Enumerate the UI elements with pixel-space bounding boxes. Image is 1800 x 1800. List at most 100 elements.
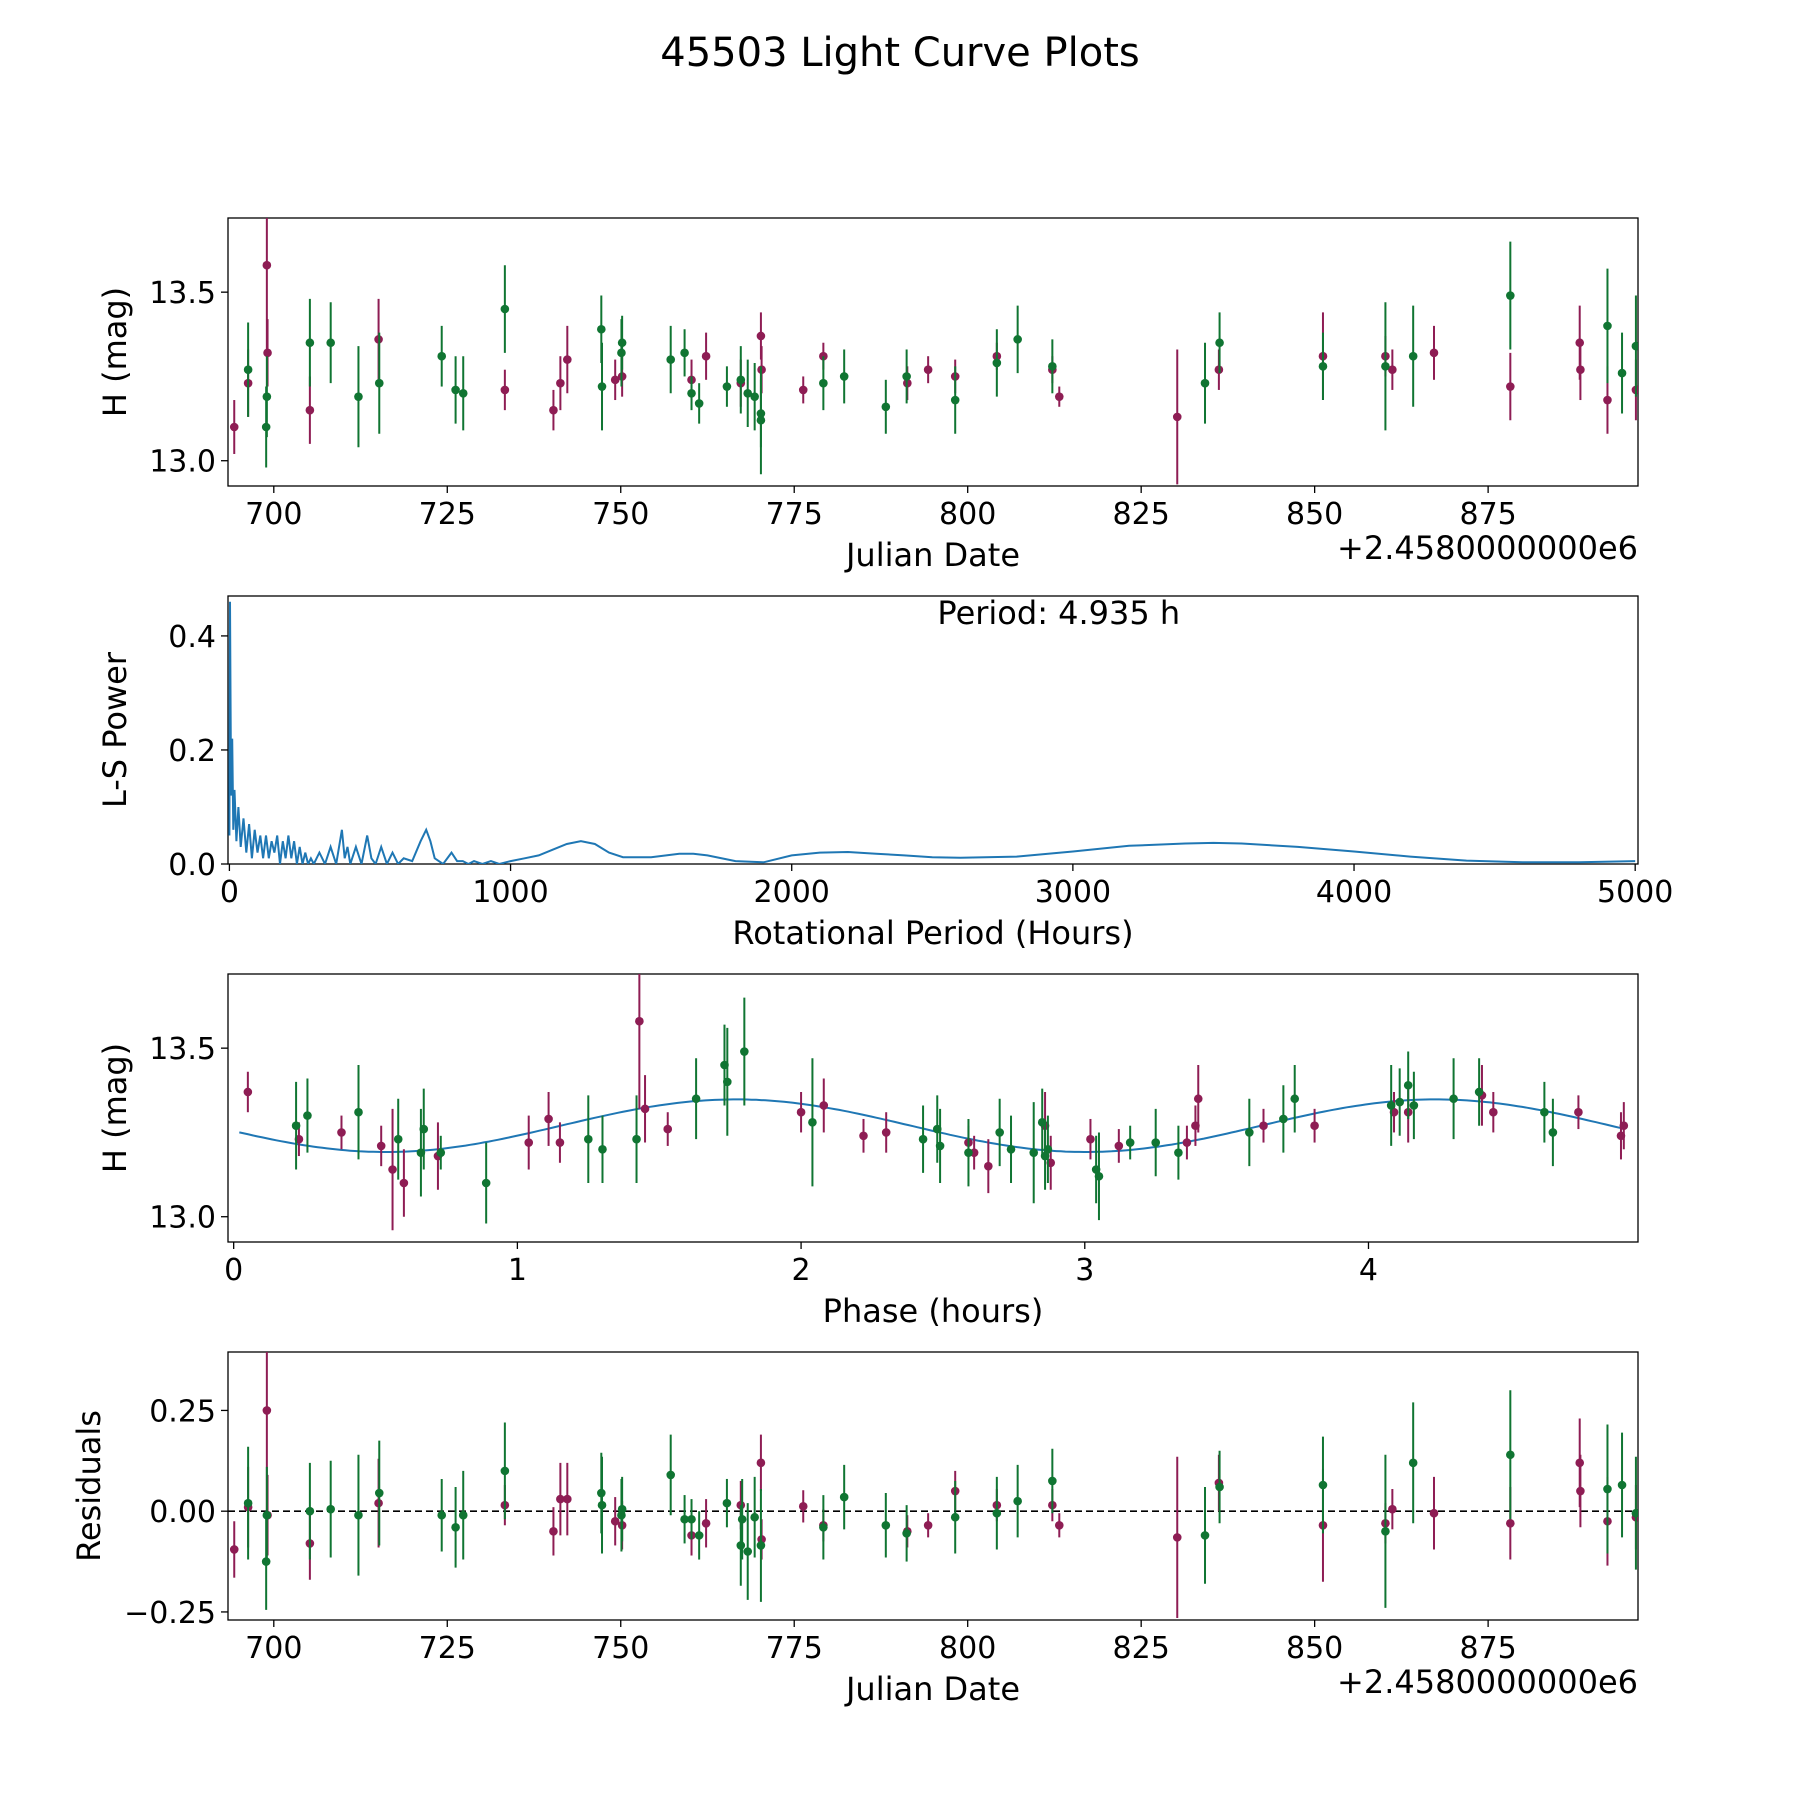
x-axis-label: Julian Date — [844, 1670, 1020, 1708]
data-point — [723, 1077, 732, 1087]
plot-area — [228, 1352, 1638, 1618]
data-point — [701, 1518, 711, 1528]
data-point — [1318, 1480, 1328, 1490]
data-point — [687, 388, 696, 398]
data-point — [1631, 1508, 1638, 1518]
data-point — [549, 405, 558, 415]
data-point — [617, 1504, 627, 1514]
y-axis-label: H (mag) — [96, 1043, 134, 1173]
data-point — [859, 1131, 868, 1141]
data-point — [393, 1134, 403, 1144]
data-point — [1290, 1094, 1300, 1104]
y-tick-label: 0.00 — [149, 1495, 216, 1530]
x-tick-label: 3 — [1075, 1253, 1094, 1288]
data-point — [1054, 1520, 1064, 1530]
series-group_b — [243, 1390, 1638, 1610]
data-point — [743, 388, 753, 398]
data-point — [1048, 1476, 1057, 1486]
data-point — [756, 1541, 766, 1550]
data-point — [722, 1498, 732, 1508]
data-point — [481, 1178, 491, 1188]
x-tick-label: 775 — [766, 1631, 823, 1666]
y-tick-label: 13.0 — [149, 445, 216, 480]
data-point — [1086, 1134, 1095, 1144]
data-point — [635, 1016, 644, 1026]
y-tick-label: 0.25 — [149, 1394, 216, 1429]
data-point — [1409, 1101, 1419, 1110]
y-axis-label: Residuals — [70, 1410, 108, 1562]
data-point — [756, 415, 766, 425]
data-point — [326, 338, 335, 348]
data-point — [376, 1141, 386, 1151]
data-point — [687, 1514, 696, 1524]
data-point — [737, 1514, 747, 1524]
data-point — [524, 1138, 534, 1147]
panel-periodogram: 0 1000 2000 3000 4000 5000 0.0 0.2 0.4 Rotational… — [96, 594, 1673, 952]
data-point — [796, 1107, 806, 1117]
data-point — [610, 375, 620, 385]
x-tick-label: 700 — [245, 497, 302, 532]
data-point — [1603, 321, 1612, 331]
data-point — [1310, 1121, 1319, 1130]
panel-light-curve: 700 725 750 775 800 825 850 875 13.0 13.5 Julian D… — [96, 217, 1639, 574]
data-point — [262, 1406, 272, 1415]
x-tick-label: 875 — [1459, 1631, 1516, 1666]
x-tick-label: 775 — [766, 497, 823, 532]
data-point — [617, 338, 627, 348]
data-point — [923, 1520, 933, 1530]
data-point — [1172, 412, 1182, 422]
x-axis-label: Rotational Period (Hours) — [732, 914, 1133, 952]
data-point — [1013, 335, 1022, 344]
x-tick-label: 4 — [1359, 1253, 1378, 1288]
data-point — [337, 1128, 346, 1137]
panels: 700 725 750 775 800 825 850 875 13.0 13.5 Julian D… — [70, 217, 1673, 1708]
x-tick-label: 700 — [245, 1631, 302, 1666]
plot-frame — [227, 973, 1639, 1243]
x-tick-label: 0 — [224, 1253, 243, 1288]
x-tick-label: 800 — [939, 1631, 996, 1666]
data-point — [992, 1508, 1002, 1518]
data-point — [839, 372, 849, 381]
data-point — [1151, 1138, 1161, 1147]
data-point — [750, 392, 759, 401]
data-point — [399, 1178, 409, 1188]
data-point — [437, 351, 447, 361]
data-point — [1125, 1138, 1135, 1147]
data-point — [243, 365, 253, 374]
data-point — [743, 1547, 753, 1556]
x-tick-label: 2 — [792, 1253, 811, 1288]
data-point — [819, 1101, 829, 1110]
x-tick-label: 750 — [592, 1631, 649, 1666]
x-axis-label: Julian Date — [844, 536, 1020, 574]
data-point — [556, 378, 565, 388]
data-point — [1506, 1518, 1515, 1528]
data-point — [1013, 1496, 1022, 1506]
plot-area — [228, 601, 1636, 864]
plot-area — [239, 974, 1629, 1231]
plot-frame — [227, 1351, 1639, 1621]
data-point — [1193, 1094, 1203, 1104]
data-point — [918, 1134, 928, 1144]
data-point — [1603, 395, 1612, 405]
data-point — [437, 1510, 447, 1520]
data-point — [500, 385, 510, 395]
data-point — [750, 1512, 759, 1522]
data-point — [458, 388, 468, 398]
x-tick-label: 1 — [508, 1253, 527, 1288]
data-point — [262, 260, 272, 270]
data-point — [610, 1516, 620, 1526]
data-point — [305, 338, 315, 348]
data-point — [1200, 378, 1210, 388]
data-point — [229, 422, 239, 432]
data-point — [597, 1500, 607, 1510]
data-point — [680, 1514, 689, 1524]
data-point — [354, 1107, 363, 1117]
figure-title: 45503 Light Curve Plots — [660, 30, 1139, 76]
data-point — [243, 1498, 253, 1508]
data-point — [1540, 1107, 1549, 1117]
data-point — [1429, 1508, 1439, 1518]
data-point — [935, 1141, 945, 1151]
panel-phase-fold: 0 1 2 3 4 13.0 13.5 Phase (hours) H (mag) — [96, 973, 1639, 1330]
data-point — [1054, 392, 1064, 401]
